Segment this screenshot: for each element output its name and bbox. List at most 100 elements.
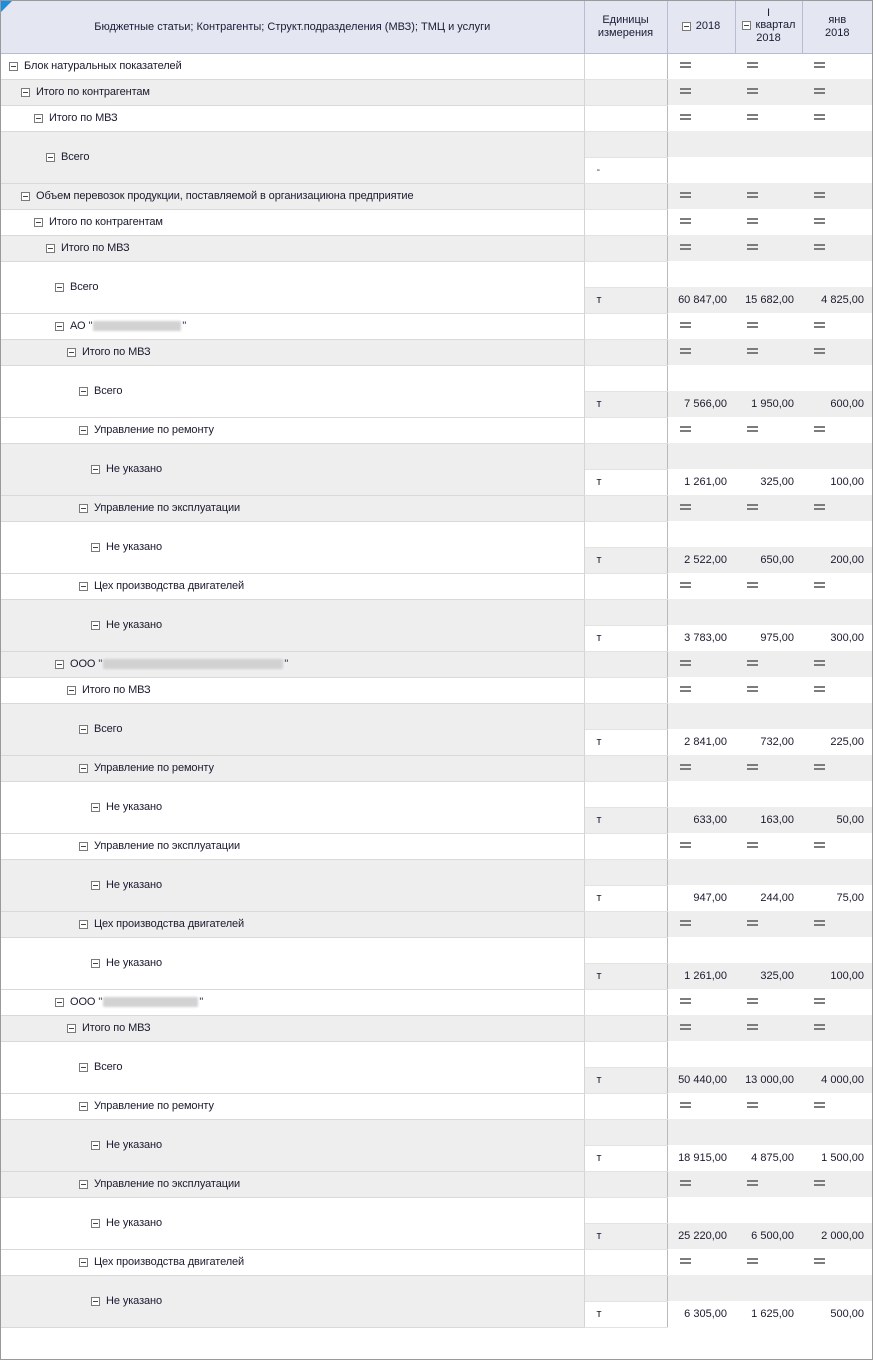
row-collapse-icon[interactable] <box>79 1101 88 1111</box>
value-cell-quarter-1-2018[interactable]: 325,00 <box>735 469 802 495</box>
value-cell-jan-2018[interactable] <box>802 131 872 157</box>
collapse-year-icon[interactable] <box>681 21 691 31</box>
table-row[interactable]: ООО " " <box>1 651 872 678</box>
row-label-cell[interactable]: ООО " " <box>1 651 585 678</box>
value-cell-jan-2018[interactable] <box>802 781 872 807</box>
value-cell-quarter-1-2018[interactable] <box>735 209 802 235</box>
table-row[interactable]: Не указано <box>1 443 872 496</box>
value-cell-jan-2018[interactable] <box>802 313 872 339</box>
value-cell-year-2018[interactable] <box>667 209 735 235</box>
row-label-cell[interactable]: ООО " " <box>1 989 585 1016</box>
row-label-cell[interactable]: Не указано <box>1 1197 585 1250</box>
value-cell-quarter-1-2018[interactable] <box>735 1171 802 1197</box>
value-cell-year-2018[interactable]: 18 915,00 <box>667 1145 735 1171</box>
value-cell-quarter-1-2018[interactable] <box>735 755 802 781</box>
value-cell-year-2018[interactable] <box>667 183 735 209</box>
value-cell-jan-2018[interactable] <box>802 1041 872 1067</box>
row-collapse-icon[interactable] <box>21 191 30 201</box>
value-cell-jan-2018[interactable] <box>802 1093 872 1119</box>
value-cell-year-2018[interactable] <box>667 911 735 937</box>
row-collapse-icon[interactable] <box>21 87 30 97</box>
table-row-values[interactable]: т 50 440,00 13 000,00 4 000,00 <box>1 1067 872 1094</box>
value-cell-quarter-1-2018[interactable] <box>735 937 802 963</box>
value-cell-jan-2018[interactable] <box>802 183 872 209</box>
row-label-cell[interactable]: Всего <box>1 131 585 184</box>
value-cell-year-2018[interactable]: 947,00 <box>667 885 735 911</box>
row-collapse-icon[interactable] <box>91 1140 100 1150</box>
row-collapse-icon[interactable] <box>79 763 88 773</box>
row-label-cell[interactable]: Управление по ремонту <box>1 1093 585 1120</box>
row-collapse-icon[interactable] <box>91 802 100 812</box>
value-cell-jan-2018[interactable]: 200,00 <box>802 547 872 573</box>
value-cell-jan-2018[interactable] <box>802 105 872 131</box>
value-cell-jan-2018[interactable]: 75,00 <box>802 885 872 911</box>
table-row[interactable]: Управление по эксплуатации <box>1 833 872 860</box>
value-cell-quarter-1-2018[interactable] <box>735 781 802 807</box>
row-collapse-icon[interactable] <box>46 152 55 162</box>
row-label-cell[interactable]: Всего <box>1 261 585 314</box>
table-row[interactable]: Цех производства двигателей <box>1 911 872 938</box>
table-row[interactable]: Всего <box>1 703 872 756</box>
table-row[interactable]: Управление по ремонту <box>1 755 872 782</box>
table-row[interactable]: Управление по ремонту <box>1 417 872 444</box>
row-collapse-icon[interactable] <box>9 61 18 71</box>
value-cell-year-2018[interactable] <box>667 313 735 339</box>
table-row[interactable]: Не указано <box>1 599 872 652</box>
value-cell-quarter-1-2018[interactable]: 1 625,00 <box>735 1301 802 1327</box>
table-row[interactable]: Итого по контрагентам <box>1 209 872 236</box>
table-row-values[interactable]: т 25 220,00 6 500,00 2 000,00 <box>1 1223 872 1250</box>
value-cell-jan-2018[interactable]: 50,00 <box>802 807 872 833</box>
value-cell-year-2018[interactable] <box>667 1015 735 1041</box>
value-cell-quarter-1-2018[interactable] <box>735 677 802 703</box>
table-row[interactable]: Итого по МВЗ <box>1 1015 872 1042</box>
row-label-cell[interactable]: Всего <box>1 703 585 756</box>
value-cell-year-2018[interactable] <box>667 781 735 807</box>
table-row-values[interactable]: - <box>1 157 872 184</box>
row-label-cell[interactable]: Блок натуральных показателей <box>1 53 585 80</box>
value-cell-year-2018[interactable] <box>667 651 735 677</box>
header-quarter-1-2018[interactable]: I квартал 2018 <box>735 1 803 54</box>
value-cell-year-2018[interactable]: 60 847,00 <box>667 287 735 313</box>
header-year-2018[interactable]: 2018 <box>667 1 736 54</box>
row-collapse-icon[interactable] <box>67 347 76 357</box>
row-collapse-icon[interactable] <box>67 685 76 695</box>
table-row[interactable]: Цех производства двигателей <box>1 573 872 600</box>
value-cell-quarter-1-2018[interactable] <box>735 989 802 1015</box>
value-cell-year-2018[interactable] <box>667 573 735 599</box>
table-row[interactable]: Управление по эксплуатации <box>1 1171 872 1198</box>
value-cell-quarter-1-2018[interactable] <box>735 1093 802 1119</box>
table-row[interactable]: Итого по МВЗ <box>1 235 872 262</box>
row-collapse-icon[interactable] <box>55 997 64 1007</box>
value-cell-year-2018[interactable] <box>667 677 735 703</box>
table-row[interactable]: Не указано <box>1 859 872 912</box>
value-cell-quarter-1-2018[interactable] <box>735 443 802 469</box>
value-cell-jan-2018[interactable] <box>802 235 872 261</box>
value-cell-jan-2018[interactable]: 1 500,00 <box>802 1145 872 1171</box>
table-row-values[interactable]: т 3 783,00 975,00 300,00 <box>1 625 872 652</box>
value-cell-year-2018[interactable]: 1 261,00 <box>667 963 735 989</box>
value-cell-quarter-1-2018[interactable] <box>735 1119 802 1145</box>
row-collapse-icon[interactable] <box>46 243 55 253</box>
row-collapse-icon[interactable] <box>79 1179 88 1189</box>
value-cell-quarter-1-2018[interactable] <box>735 1275 802 1301</box>
value-cell-year-2018[interactable] <box>667 989 735 1015</box>
value-cell-jan-2018[interactable] <box>802 157 872 183</box>
value-cell-quarter-1-2018[interactable] <box>735 53 802 79</box>
value-cell-jan-2018[interactable] <box>802 443 872 469</box>
value-cell-year-2018[interactable] <box>667 703 735 729</box>
value-cell-jan-2018[interactable] <box>802 1171 872 1197</box>
value-cell-jan-2018[interactable] <box>802 833 872 859</box>
row-label-cell[interactable]: Объем перевозок продукции, поставляемой … <box>1 183 585 210</box>
value-cell-year-2018[interactable]: 633,00 <box>667 807 735 833</box>
value-cell-year-2018[interactable]: 25 220,00 <box>667 1223 735 1249</box>
value-cell-year-2018[interactable] <box>667 79 735 105</box>
value-cell-quarter-1-2018[interactable] <box>735 417 802 443</box>
table-row-values[interactable]: т 2 841,00 732,00 225,00 <box>1 729 872 756</box>
value-cell-jan-2018[interactable] <box>802 989 872 1015</box>
value-cell-year-2018[interactable] <box>667 105 735 131</box>
value-cell-quarter-1-2018[interactable] <box>735 157 802 183</box>
table-row[interactable]: Итого по МВЗ <box>1 677 872 704</box>
value-cell-quarter-1-2018[interactable] <box>735 599 802 625</box>
value-cell-quarter-1-2018[interactable] <box>735 1041 802 1067</box>
row-collapse-icon[interactable] <box>67 1023 76 1033</box>
